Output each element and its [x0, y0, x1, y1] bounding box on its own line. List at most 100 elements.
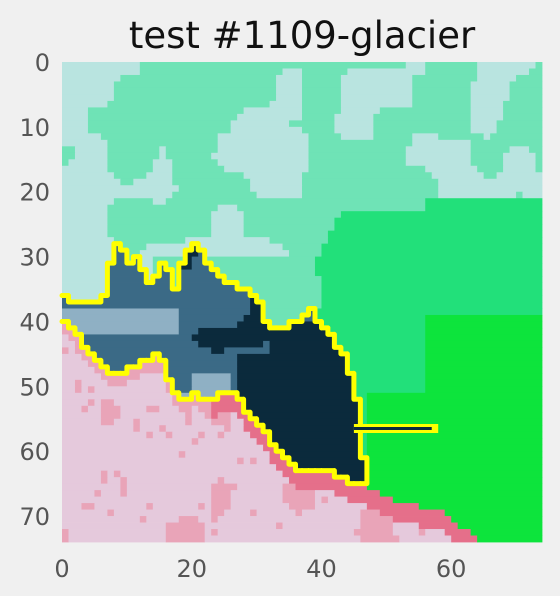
heatmap-cell-run — [296, 510, 303, 517]
heatmap-cell-run — [62, 127, 88, 134]
heatmap-cell-run — [159, 406, 179, 413]
heatmap-cell-run — [146, 516, 179, 523]
heatmap-cell-run — [334, 341, 425, 348]
heatmap-cell-run — [62, 432, 147, 439]
heatmap-cell-run — [81, 380, 107, 387]
heatmap-cell-run — [172, 380, 192, 387]
heatmap-cell-run — [146, 406, 159, 413]
heatmap-cell-run — [198, 406, 211, 413]
heatmap-cell-run — [211, 224, 244, 231]
heatmap-cell-run — [367, 458, 543, 465]
heatmap-cell-run — [373, 133, 412, 140]
heatmap-cell-run — [503, 114, 542, 121]
heatmap-cell-run — [425, 386, 542, 393]
heatmap-cell-run — [321, 244, 542, 251]
heatmap-cell-run — [380, 490, 543, 497]
heatmap-cell-run — [276, 445, 361, 452]
heatmap-cell-run — [341, 211, 542, 218]
heatmap-cell-run — [380, 510, 445, 517]
heatmap-cell-run — [231, 380, 238, 387]
heatmap-cell-run — [94, 490, 101, 497]
heatmap-cell-run — [425, 328, 542, 335]
heatmap-cell-run — [237, 354, 348, 361]
heatmap-cell-run — [425, 198, 542, 205]
heatmap-cell-run — [62, 198, 114, 205]
heatmap-cell-run — [302, 101, 341, 108]
heatmap-cell-run — [166, 529, 205, 536]
heatmap-cell-run — [399, 536, 451, 543]
heatmap-cell-run — [250, 412, 361, 419]
heatmap-cell-run — [114, 471, 121, 478]
heatmap-cell-run — [315, 490, 335, 497]
heatmap-cell-run — [218, 516, 361, 523]
heatmap-cell-run — [250, 179, 302, 186]
heatmap-cell-run — [237, 373, 354, 380]
heatmap-cell-run — [341, 88, 413, 95]
heatmap-cell-run — [101, 399, 114, 406]
heatmap-cell-run — [471, 153, 504, 160]
heatmap-cell-run — [302, 179, 439, 186]
heatmap-cell-run — [354, 373, 426, 380]
heatmap-cell-run — [218, 432, 225, 439]
heatmap-cell-run — [231, 425, 244, 432]
heatmap-cell-run — [62, 237, 114, 244]
heatmap-cell-run — [367, 451, 543, 458]
heatmap-cell-run — [367, 399, 543, 406]
heatmap-cell-run — [308, 159, 406, 166]
y-tick-label: 70 — [19, 503, 50, 531]
heatmap-cell-run — [140, 62, 406, 69]
heatmap-cell-run — [250, 458, 257, 465]
heatmap-cell-run — [68, 321, 179, 328]
heatmap-cell-run — [529, 146, 542, 153]
heatmap-cell-run — [484, 172, 497, 179]
heatmap-cell-run — [62, 523, 166, 530]
heatmap-cell-run — [503, 153, 536, 160]
heatmap-cell-run — [367, 438, 543, 445]
heatmap-cell-run — [62, 218, 108, 225]
heatmap-cell-run — [179, 321, 238, 328]
heatmap-cell-run — [62, 347, 69, 354]
heatmap-cell-run — [211, 153, 309, 160]
heatmap-cell-run — [289, 250, 322, 257]
heatmap-cell-run — [120, 471, 283, 478]
heatmap-cell-run — [211, 218, 244, 225]
heatmap-cell-run — [218, 529, 355, 536]
heatmap-cell-run — [88, 399, 95, 406]
heatmap-cell-run — [62, 341, 75, 348]
heatmap-cell-run — [107, 276, 146, 283]
heatmap-cell-run — [75, 380, 82, 387]
heatmap-cell-run — [75, 328, 179, 335]
heatmap-cell-run — [62, 419, 101, 426]
heatmap-cell-run — [107, 231, 211, 238]
heatmap-cell-run — [68, 529, 166, 536]
heatmap-cell-run — [308, 133, 341, 140]
heatmap-cell-run — [205, 257, 316, 264]
heatmap-cell-run — [179, 185, 251, 192]
heatmap-cell-run — [302, 192, 439, 199]
heatmap-cell-run — [211, 503, 231, 510]
heatmap-cell-run — [172, 432, 198, 439]
heatmap-cell-run — [218, 270, 316, 277]
heatmap-cell-run — [140, 68, 283, 75]
heatmap-cell-run — [88, 120, 231, 127]
heatmap-cell-run — [276, 523, 283, 530]
heatmap-cell-run — [477, 536, 542, 543]
heatmap-cell-run — [94, 503, 146, 510]
heatmap-cell-run — [270, 237, 329, 244]
heatmap-cell-run — [114, 81, 277, 88]
heatmap-cell-run — [185, 451, 270, 458]
heatmap-cell-run — [185, 412, 192, 419]
heatmap-cell-run — [445, 510, 543, 517]
heatmap-cell-run — [166, 432, 173, 439]
heatmap-cell-run — [211, 497, 231, 504]
heatmap-cell-run — [211, 484, 237, 491]
heatmap-cell-run — [237, 393, 354, 400]
heatmap-cell-run — [244, 231, 329, 238]
heatmap-cell-run — [367, 445, 543, 452]
y-tick-label: 30 — [19, 244, 50, 272]
heatmap-cell-run — [244, 107, 303, 114]
heatmap-cell-run — [166, 523, 205, 530]
heatmap-cell-run — [81, 406, 88, 413]
heatmap-cell-run — [289, 458, 367, 465]
heatmap-cell-run — [107, 471, 114, 478]
